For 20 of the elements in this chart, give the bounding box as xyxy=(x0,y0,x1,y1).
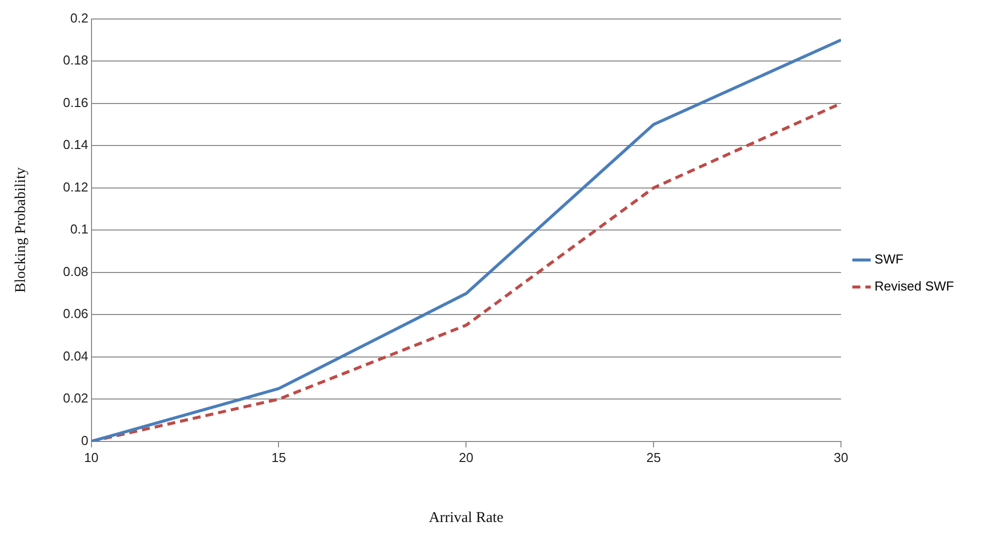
y-tick-label: 0.08 xyxy=(62,264,88,279)
y-tick-label: 0.18 xyxy=(62,52,88,68)
legend-label: SWF xyxy=(874,252,904,267)
y-tick-label: 0.04 xyxy=(62,348,88,364)
x-tick-label: 25 xyxy=(646,450,661,465)
x-axis-title: Arrival Rate xyxy=(428,510,504,526)
x-tick-label: 10 xyxy=(84,450,99,465)
y-tick-label: 0.16 xyxy=(62,94,88,110)
y-tick-label: 0.2 xyxy=(70,10,88,26)
y-tick-label: 0.12 xyxy=(62,179,88,194)
x-tick-label: 15 xyxy=(272,450,286,465)
y-tick-label: 0.1 xyxy=(70,222,88,237)
y-tick-label: 0 xyxy=(81,432,88,448)
legend-label: Revised SWF xyxy=(874,278,954,294)
x-tick-label: 30 xyxy=(834,450,848,465)
y-tick-label: 0.02 xyxy=(62,390,88,406)
y-tick-label: 0.06 xyxy=(62,306,88,322)
y-tick-label: 0.14 xyxy=(62,137,88,152)
y-axis-title: Blocking Probability xyxy=(12,166,29,293)
x-tick-label: 20 xyxy=(458,450,474,465)
